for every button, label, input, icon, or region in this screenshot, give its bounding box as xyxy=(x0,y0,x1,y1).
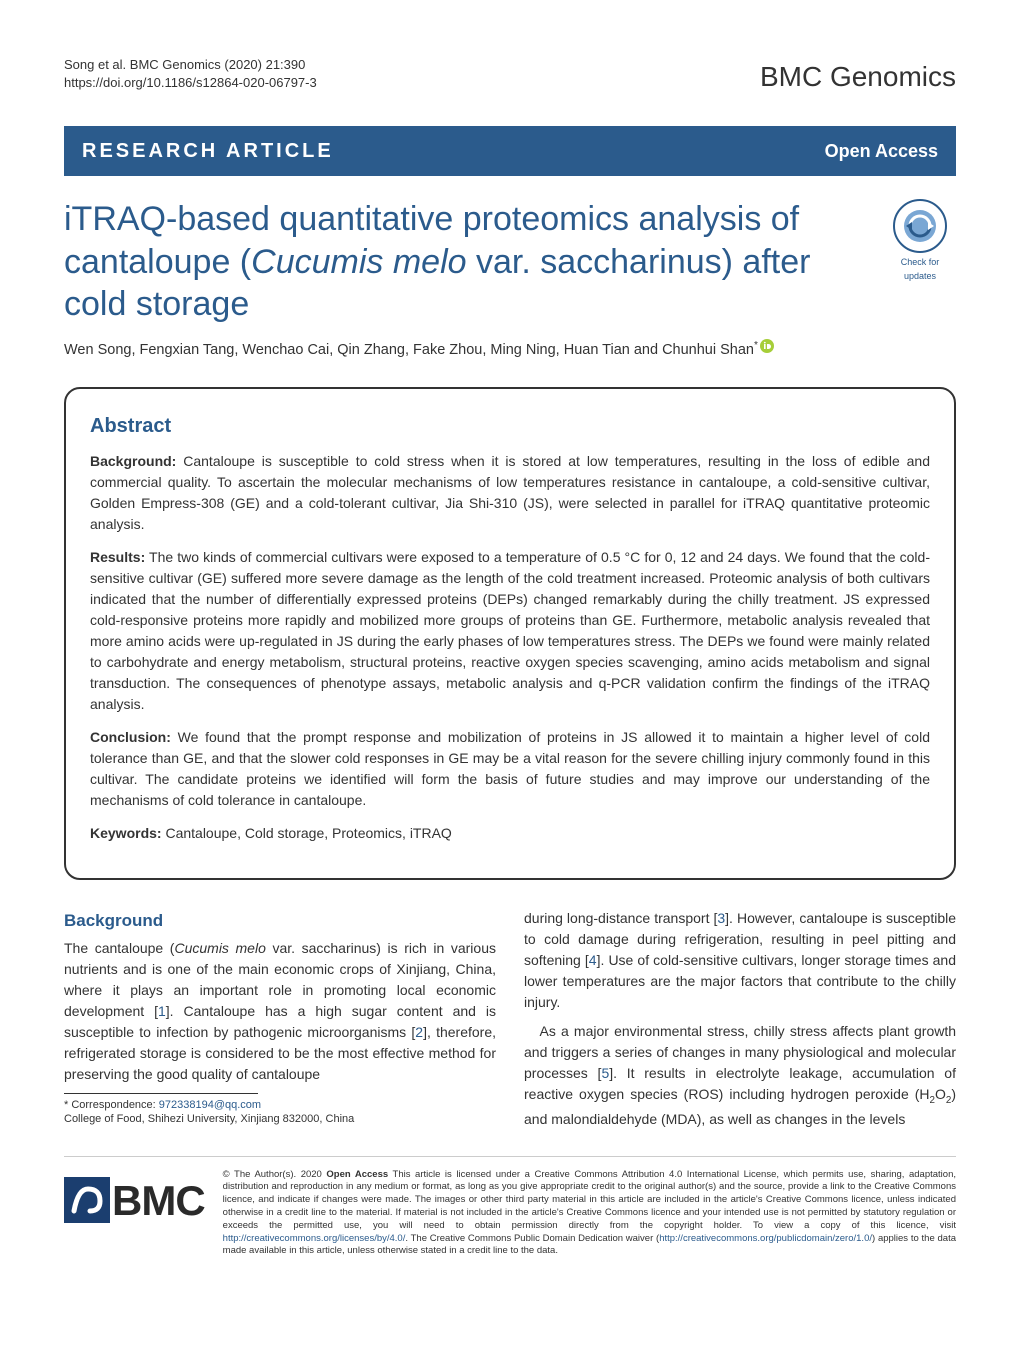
c2p1a: during long-distance transport [ xyxy=(524,910,717,926)
correspondence-label: * Correspondence: xyxy=(64,1099,159,1111)
abstract-results-label: Results: xyxy=(90,549,145,565)
ref-1[interactable]: 1 xyxy=(158,1003,166,1019)
keywords-label: Keywords: xyxy=(90,825,162,841)
title-italic: Cucumis melo xyxy=(251,243,466,281)
abstract-heading: Abstract xyxy=(90,411,930,441)
header-row: Song et al. BMC Genomics (2020) 21:390 h… xyxy=(64,56,956,98)
abstract-results-text: The two kinds of commercial cultivars we… xyxy=(90,549,930,712)
correspondence-block: * Correspondence: 972338194@qq.com Colle… xyxy=(64,1098,496,1127)
check-updates-badge[interactable]: Check for updates xyxy=(884,198,956,283)
journal-name: BMC Genomics xyxy=(760,56,956,98)
ref-3[interactable]: 3 xyxy=(717,910,725,926)
title-row: iTRAQ-based quantitative proteomics anal… xyxy=(64,198,956,326)
orcid-icon[interactable] xyxy=(760,339,774,361)
open-access-label: Open Access xyxy=(825,138,938,165)
abstract-box: Abstract Background: Cantaloupe is susce… xyxy=(64,387,956,880)
lic-bold: Open Access xyxy=(326,1169,388,1180)
abstract-background: Background: Cantaloupe is susceptible to… xyxy=(90,451,930,535)
column-left: Background The cantaloupe (Cucumis melo … xyxy=(64,908,496,1137)
keywords-line: Keywords: Cantaloupe, Cold storage, Prot… xyxy=(90,823,930,844)
col2-para2: As a major environmental stress, chilly … xyxy=(524,1021,956,1129)
article-type-bar: RESEARCH ARTICLE Open Access xyxy=(64,126,956,176)
check-updates-text2: updates xyxy=(884,270,956,284)
bmc-logo-icon xyxy=(64,1177,110,1223)
article-title: iTRAQ-based quantitative proteomics anal… xyxy=(64,198,884,326)
bmc-logo: BMC xyxy=(64,1169,205,1232)
col1-para1: The cantaloupe (Cucumis melo var. saccha… xyxy=(64,938,496,1085)
column-right: during long-distance transport [3]. Howe… xyxy=(524,908,956,1137)
lic-c: . The Creative Commons Public Domain Ded… xyxy=(405,1233,659,1244)
check-updates-icon xyxy=(892,198,948,254)
citation-block: Song et al. BMC Genomics (2020) 21:390 h… xyxy=(64,56,317,92)
corresponding-marker: * xyxy=(754,340,758,351)
check-updates-text1: Check for xyxy=(884,256,956,270)
col2-para1: during long-distance transport [3]. Howe… xyxy=(524,908,956,1013)
license-link-2[interactable]: http://creativecommons.org/publicdomain/… xyxy=(659,1233,872,1244)
body-columns: Background The cantaloupe (Cucumis melo … xyxy=(64,908,956,1137)
bmc-logo-text: BMC xyxy=(112,1169,205,1232)
abstract-conclusion-text: We found that the prompt response and mo… xyxy=(90,729,930,808)
correspondence-email[interactable]: 972338194@qq.com xyxy=(159,1099,261,1111)
ref-4[interactable]: 4 xyxy=(589,952,597,968)
license-text: © The Author(s). 2020 Open Access This a… xyxy=(223,1169,956,1259)
license-link-1[interactable]: http://creativecommons.org/licenses/by/4… xyxy=(223,1233,406,1244)
footer-row: BMC © The Author(s). 2020 Open Access Th… xyxy=(64,1156,956,1259)
keywords-text: Cantaloupe, Cold storage, Proteomics, iT… xyxy=(162,825,452,841)
abstract-conclusion: Conclusion: We found that the prompt res… xyxy=(90,727,930,811)
correspondence-rule xyxy=(64,1093,258,1094)
authors-text: Wen Song, Fengxian Tang, Wenchao Cai, Qi… xyxy=(64,341,754,357)
citation-line: Song et al. BMC Genomics (2020) 21:390 xyxy=(64,56,317,74)
c1p1a: The cantaloupe ( xyxy=(64,940,174,956)
correspondence-affiliation: College of Food, Shihezi University, Xin… xyxy=(64,1113,354,1125)
background-heading: Background xyxy=(64,908,496,934)
c2p2c: O xyxy=(935,1086,946,1102)
c1p1-italic: Cucumis melo xyxy=(174,940,265,956)
abstract-conclusion-label: Conclusion: xyxy=(90,729,171,745)
lic-a: © The Author(s). 2020 xyxy=(223,1169,327,1180)
doi-line: https://doi.org/10.1186/s12864-020-06797… xyxy=(64,74,317,92)
abstract-background-text: Cantaloupe is susceptible to cold stress… xyxy=(90,453,930,532)
authors-line: Wen Song, Fengxian Tang, Wenchao Cai, Qi… xyxy=(64,338,956,362)
abstract-background-label: Background: xyxy=(90,453,176,469)
abstract-results: Results: The two kinds of commercial cul… xyxy=(90,547,930,715)
article-type-label: RESEARCH ARTICLE xyxy=(82,136,334,166)
ref-2[interactable]: 2 xyxy=(415,1024,423,1040)
